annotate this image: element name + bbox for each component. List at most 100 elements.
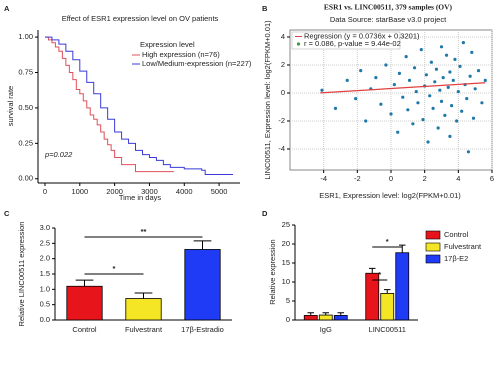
legend-swatch bbox=[425, 254, 441, 264]
panel-letter: C bbox=[4, 209, 10, 218]
scatter-point bbox=[333, 106, 338, 110]
scatter-point bbox=[470, 50, 474, 55]
scatter-point bbox=[424, 73, 428, 77]
x-tick-label: 3000 bbox=[141, 187, 158, 196]
scatter-point bbox=[419, 48, 423, 52]
legend-title: Expression level bbox=[140, 40, 195, 49]
y-tick-label: 2 bbox=[281, 60, 285, 69]
scatter-point bbox=[406, 108, 410, 112]
y-tick-label: -4 bbox=[278, 144, 285, 153]
scatter-point bbox=[468, 74, 472, 78]
x-tick-label: 0 bbox=[43, 187, 47, 196]
scatter-point bbox=[345, 78, 349, 82]
y-axis-label: LINC00511, Expression level: log2(FPKM+0… bbox=[263, 20, 272, 180]
scatter-point bbox=[359, 69, 363, 73]
x-tick-label: 0 bbox=[389, 174, 393, 183]
bar bbox=[66, 285, 103, 321]
scatter-point bbox=[421, 118, 425, 122]
y-tick-label: 1.5 bbox=[40, 269, 50, 278]
scatter-point bbox=[392, 83, 396, 87]
x-tick-label: -4 bbox=[320, 174, 327, 183]
legend-marker bbox=[296, 42, 301, 46]
legend-swatch bbox=[425, 242, 441, 252]
x-tick-label: LINC00511 bbox=[369, 325, 406, 334]
x-tick-label: 4000 bbox=[176, 187, 193, 196]
scatter-point bbox=[461, 41, 465, 45]
scatter-point bbox=[354, 97, 358, 101]
bar bbox=[395, 252, 410, 321]
scatter-point bbox=[397, 71, 402, 75]
scatter-point bbox=[473, 87, 477, 91]
chart-subtitle: Data Source: starBase v3.0 project bbox=[330, 15, 447, 24]
scatter-point bbox=[431, 106, 435, 110]
y-tick-label: 0.50 bbox=[18, 103, 33, 112]
y-axis-label: survival rate bbox=[6, 86, 15, 126]
scatter-point bbox=[404, 55, 408, 59]
y-axis-label: Relative expression bbox=[268, 239, 277, 304]
scatter-point bbox=[411, 122, 415, 126]
scatter-point bbox=[441, 76, 445, 80]
x-tick-label: IgG bbox=[320, 325, 332, 334]
scatter-point bbox=[374, 76, 378, 80]
scatter-point bbox=[483, 78, 487, 82]
scatter-point bbox=[443, 113, 447, 117]
error-bar bbox=[384, 289, 391, 294]
y-tick-label: 1.00 bbox=[18, 32, 33, 41]
y-tick-label: 0.25 bbox=[18, 138, 33, 147]
significance-label: ** bbox=[141, 227, 147, 236]
significance-label: * bbox=[386, 237, 389, 246]
legend-label: Low/Medium-expression (n=227) bbox=[142, 59, 252, 68]
scatter-point bbox=[465, 97, 469, 101]
scatter-point bbox=[446, 85, 450, 89]
scatter-point bbox=[456, 90, 460, 94]
error-bar bbox=[322, 312, 329, 316]
scatter-point bbox=[439, 99, 444, 103]
scatter-point bbox=[444, 53, 449, 57]
scatter-point bbox=[466, 150, 471, 154]
scatter-point bbox=[450, 104, 454, 108]
scatter-point bbox=[389, 112, 393, 116]
p-value: p=0.022 bbox=[44, 150, 73, 159]
scatter-point bbox=[426, 140, 430, 144]
chart-title: Effect of ESR1 expression level on OV pa… bbox=[62, 14, 219, 23]
x-axis-label: ESR1, Expression level: log2(FPKM+0.01) bbox=[319, 191, 461, 200]
x-tick-label: Fulvestrant bbox=[125, 325, 163, 334]
regression-line bbox=[320, 82, 486, 94]
y-tick-label: 3.0 bbox=[40, 223, 50, 232]
bar bbox=[184, 249, 221, 321]
legend-box bbox=[291, 31, 401, 50]
chart-title: ESR1 vs. LINC00511, 379 samples (OV) bbox=[324, 3, 453, 12]
scatter-point bbox=[455, 119, 459, 123]
scatter-point bbox=[433, 80, 437, 84]
scatter-point bbox=[414, 90, 418, 94]
scatter-point bbox=[364, 119, 368, 123]
scatter-point bbox=[412, 66, 417, 70]
y-tick-label: 1.0 bbox=[40, 284, 50, 293]
scatter-point bbox=[429, 60, 433, 64]
scatter-point bbox=[453, 57, 457, 62]
scatter-point bbox=[471, 116, 476, 120]
y-tick-label: 0 bbox=[281, 88, 285, 97]
y-tick-label: 2.0 bbox=[40, 254, 50, 263]
scatter-point bbox=[476, 69, 481, 73]
x-tick-label: 2000 bbox=[106, 187, 123, 196]
legend-label: Fulvestrant bbox=[444, 242, 482, 251]
panel-letter: A bbox=[4, 4, 10, 13]
bar bbox=[318, 314, 333, 321]
bar bbox=[380, 292, 395, 321]
scatter-point bbox=[460, 109, 464, 113]
panel-letter: D bbox=[262, 209, 268, 218]
y-tick-label: 0.5 bbox=[40, 300, 50, 309]
scatter-point bbox=[320, 88, 324, 92]
y-tick-label: 2.5 bbox=[40, 238, 50, 247]
x-tick-label: Control bbox=[72, 325, 97, 334]
significance-label: * bbox=[378, 270, 381, 279]
error-bar bbox=[337, 312, 344, 316]
error-bar bbox=[134, 292, 153, 299]
x-tick-label: 2 bbox=[423, 174, 427, 183]
scatter-point bbox=[448, 134, 452, 138]
scatter-point bbox=[438, 88, 442, 92]
legend-label: High expression (n=76) bbox=[142, 50, 220, 59]
x-tick-label: 17β-Estradio bbox=[181, 325, 224, 334]
